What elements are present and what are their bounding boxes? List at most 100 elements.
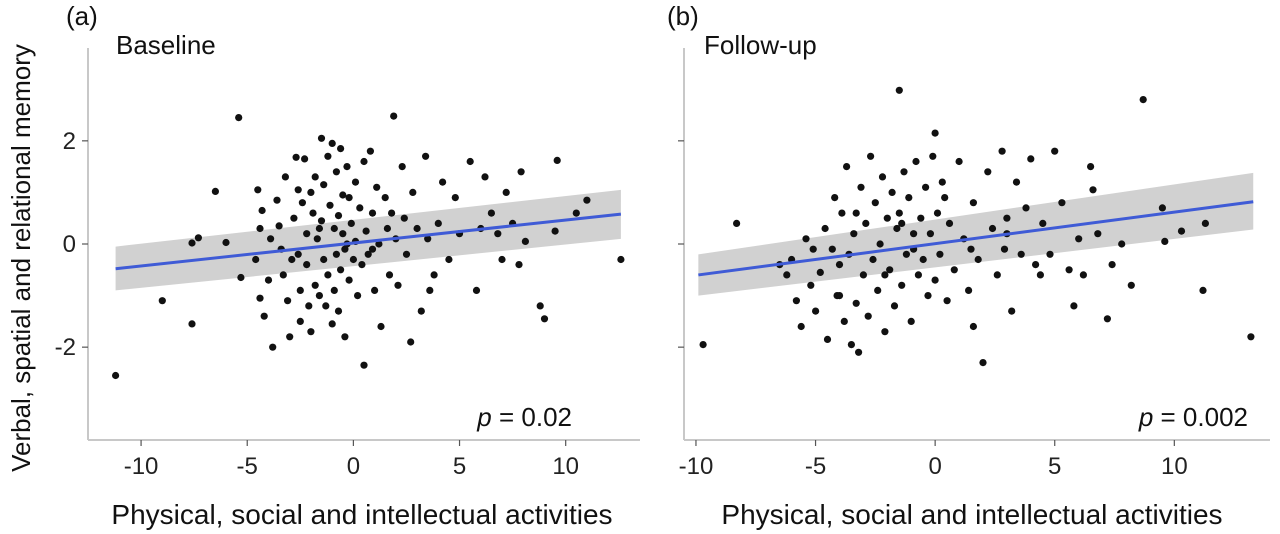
data-point — [919, 255, 927, 264]
data-point — [307, 328, 315, 336]
regression-line — [115, 212, 622, 271]
data-point — [1103, 315, 1111, 323]
data-point — [1070, 302, 1078, 310]
data-point — [1017, 250, 1025, 258]
data-point — [1158, 204, 1166, 212]
data-point — [409, 188, 417, 196]
data-point — [1027, 155, 1035, 163]
data-point — [298, 199, 306, 207]
data-point — [294, 186, 302, 194]
data-point — [1046, 250, 1054, 258]
data-point — [377, 322, 385, 331]
data-point — [358, 261, 366, 269]
ci-band — [698, 172, 1254, 296]
data-point — [988, 224, 997, 233]
data-point — [328, 320, 336, 328]
data-point — [1058, 199, 1066, 207]
data-point — [281, 173, 289, 181]
data-point — [296, 317, 304, 325]
data-point — [366, 147, 374, 155]
data-point — [917, 214, 925, 222]
data-point — [498, 255, 506, 264]
data-point — [402, 250, 411, 258]
x-axis-label: Physical, social and intellectual activi… — [111, 499, 612, 530]
data-point — [320, 255, 328, 264]
data-point — [1201, 219, 1209, 227]
data-point — [871, 199, 879, 207]
data-point — [398, 163, 406, 171]
data-point — [1051, 147, 1059, 155]
data-point — [381, 194, 389, 202]
data-point — [341, 333, 349, 341]
data-point — [502, 188, 510, 196]
data-point — [320, 181, 328, 189]
data-point — [264, 276, 273, 284]
data-point — [334, 212, 343, 220]
data-point — [211, 187, 219, 195]
p-symbol: p — [476, 402, 491, 432]
data-point — [540, 315, 549, 323]
data-point — [288, 255, 296, 264]
data-point — [699, 341, 707, 349]
regression-line — [698, 200, 1254, 277]
data-point — [783, 271, 791, 279]
data-point — [430, 271, 438, 279]
data-point — [368, 245, 377, 253]
data-point — [275, 222, 283, 230]
data-point — [362, 227, 370, 235]
data-point — [974, 255, 982, 264]
data-point — [317, 134, 326, 142]
data-point — [188, 239, 196, 247]
data-point — [993, 271, 1001, 279]
data-point — [1065, 266, 1073, 274]
data-point — [360, 157, 368, 166]
data-point — [188, 320, 196, 328]
data-point — [910, 230, 918, 238]
data-point — [797, 322, 805, 331]
data-point — [984, 168, 992, 176]
data-point — [354, 292, 362, 300]
data-point — [417, 307, 425, 315]
data-point — [252, 255, 260, 264]
data-point — [515, 261, 523, 269]
data-point — [931, 129, 939, 137]
data-point — [434, 219, 442, 227]
data-point — [451, 194, 459, 202]
data-point — [907, 317, 915, 325]
y-axis-label: Verbal, spatial and relational memory — [6, 44, 36, 472]
data-point — [303, 230, 311, 238]
panel-label: (a) — [66, 1, 98, 31]
data-point — [998, 147, 1006, 155]
data-point — [867, 152, 875, 160]
data-point — [292, 153, 300, 161]
data-point — [388, 209, 396, 217]
data-point — [816, 268, 824, 276]
panel-title: Baseline — [116, 30, 216, 60]
data-point — [330, 224, 338, 233]
data-point — [313, 235, 321, 243]
data-point — [881, 271, 889, 279]
data-point — [296, 286, 304, 294]
data-point — [517, 168, 525, 176]
data-point — [315, 224, 323, 233]
data-point — [938, 178, 946, 186]
axes: -10 -5 0 5 10 — [678, 48, 1270, 480]
data-point — [1247, 333, 1255, 341]
data-point — [1022, 204, 1030, 212]
data-point — [309, 209, 317, 217]
data-point — [332, 250, 340, 258]
data-point — [850, 230, 858, 238]
data-point — [383, 224, 391, 233]
data-point — [364, 250, 372, 258]
data-point — [1161, 237, 1169, 245]
data-point — [235, 114, 243, 122]
data-point — [472, 286, 481, 294]
data-point — [828, 245, 836, 253]
data-point — [345, 276, 353, 284]
data-point — [337, 145, 345, 153]
data-point — [326, 201, 334, 209]
data-point — [950, 266, 958, 274]
x-tick-label: 10 — [552, 453, 579, 480]
data-point — [831, 194, 839, 202]
